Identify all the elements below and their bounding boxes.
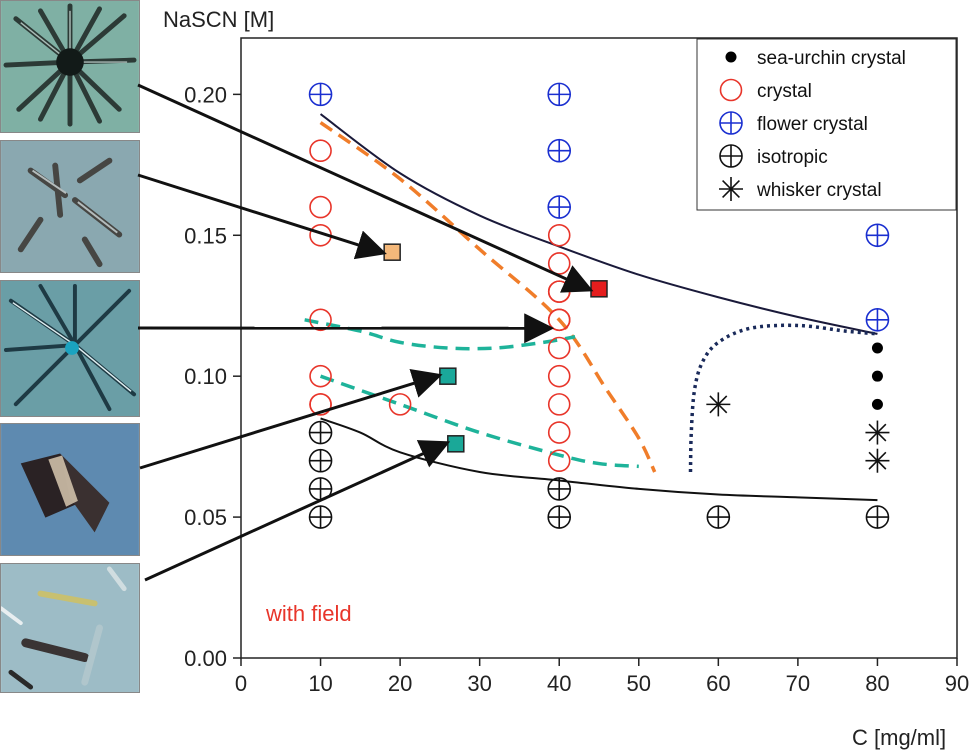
data-point-flower-crystal [547,138,572,163]
x-tick-label: 80 [865,671,889,696]
y-tick-label: 0.10 [184,364,227,389]
data-point-crystal [547,280,571,303]
x-tick-label: 20 [388,671,412,696]
boundary-curve-solid [319,113,878,335]
data-point-crystal [309,364,332,388]
needle-star-crystal-photo [0,280,140,417]
data-point-sea-urchin-crystal [871,398,883,410]
highlighted-sample-square [590,280,608,298]
y-tick-label: 0.05 [184,505,227,530]
data-point-flower-crystal [865,308,890,332]
image-pointer-arrow [144,440,451,582]
data-point-sea-urchin-crystal [871,342,883,354]
data-point-crystal [388,393,412,416]
data-point-whisker-crystal [706,392,731,417]
legend-label: isotropic [757,147,828,168]
data-point-crystal [547,252,571,275]
image-pointer-arrow [137,83,594,293]
legend-label: whisker crystal [756,180,882,201]
legend-label: sea-urchin crystal [757,48,906,69]
plot-area [240,37,958,659]
y-axis-title: NaSCN [M] [163,7,274,32]
legend-marker [725,51,737,63]
data-point-flower-crystal [865,223,890,248]
boundary-curve-dotted [688,323,878,473]
data-point-crystal [547,421,571,444]
x-tick-label: 0 [235,671,247,696]
legend-marker [719,144,743,168]
legend-marker [719,177,743,201]
data-point-isotropic [308,420,333,445]
data-point-whisker-crystal [865,448,890,473]
legend-marker [719,78,743,102]
data-point-flower-crystal [308,82,333,107]
data-point-crystal [309,393,332,416]
legend-label: flower crystal [757,114,868,135]
data-point-isotropic [308,505,333,529]
data-point-crystal [547,336,571,360]
legend-marker [719,111,743,135]
data-point-isotropic [706,505,731,529]
rod-crystal-photo [0,563,140,693]
highlighted-sample-square [439,367,457,385]
data-point-whisker-crystal [865,420,890,445]
x-tick-label: 30 [467,671,491,696]
data-point-crystal [547,223,571,247]
image-pointer-arrow [137,173,387,260]
with-field-annotation: with field [265,601,352,626]
data-point-crystal [547,393,571,416]
data-point-flower-crystal [547,195,572,219]
boundary-curve-dashed [319,374,639,469]
legend: sea-urchin crystal crystal flower crystal i… [696,38,957,211]
x-tick-label: 70 [786,671,810,696]
y-tick-label: 0.15 [184,223,227,248]
x-tick-label: 60 [706,671,730,696]
boundary-curve-dashed [304,318,576,351]
data-point-crystal [547,449,571,473]
boundary-curve-solid [320,417,878,502]
data-point-sea-urchin-crystal [871,370,883,382]
image-pointer-arrow [139,368,443,470]
x-tick-label: 50 [627,671,651,696]
x-tick-label: 40 [547,671,571,696]
legend-label: crystal [757,81,812,102]
data-point-isotropic [547,505,572,529]
data-point-isotropic [865,505,890,529]
y-tick-label: 0.20 [184,82,227,107]
sea-urchin-crystal-photo [0,0,140,133]
whisker-crystal-photo [0,423,140,556]
y-tick-label: 0.00 [184,646,227,671]
x-tick-label: 10 [308,671,332,696]
highlighted-sample-square [447,435,465,453]
boundary-curve-dashed [319,121,657,473]
highlighted-sample-square [383,243,401,261]
data-point-crystal [309,139,332,163]
data-point-flower-crystal [547,82,572,107]
data-point-crystal [547,364,571,388]
data-point-isotropic [547,477,572,501]
data-point-isotropic [308,448,333,473]
data-point-crystal [309,195,332,219]
data-point-crystal [309,308,332,332]
plate-crystal-photo [0,140,140,273]
x-tick-label: 90 [945,671,969,696]
x-axis-title: C [mg/ml] [852,725,946,750]
legend-box [696,38,957,211]
